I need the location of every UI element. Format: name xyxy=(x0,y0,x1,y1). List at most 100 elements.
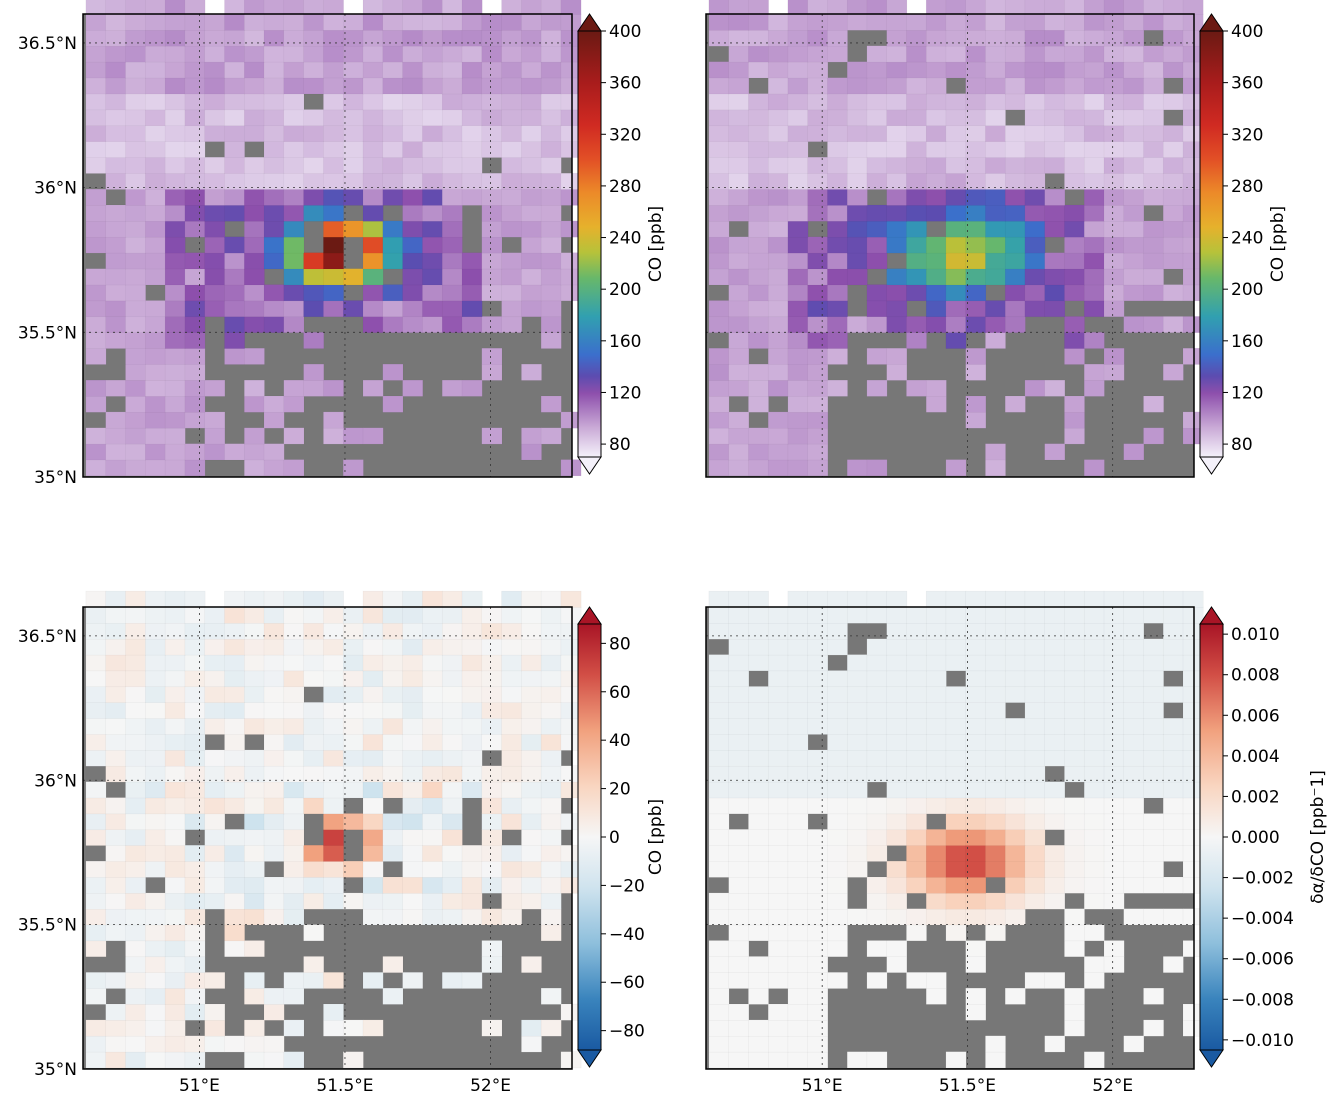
heatmap-cell xyxy=(1083,670,1105,688)
heatmap-cell xyxy=(1162,590,1184,608)
heatmap-cell xyxy=(787,93,809,111)
heatmap-cell xyxy=(1123,93,1145,111)
heatmap-cell xyxy=(846,797,868,815)
heatmap-cell xyxy=(1143,93,1164,111)
heatmap-cell xyxy=(827,156,848,174)
heatmap-cell xyxy=(787,172,809,190)
heatmap-cell xyxy=(145,1051,166,1069)
heatmap-cell xyxy=(441,781,463,799)
heatmap-cell xyxy=(125,109,146,127)
heatmap-cell xyxy=(1064,940,1085,958)
heatmap-cell xyxy=(481,77,503,95)
heatmap-cell xyxy=(1083,363,1105,381)
heatmap-cell xyxy=(501,908,523,926)
heatmap-cell xyxy=(125,590,146,608)
heatmap-cell xyxy=(1064,93,1085,111)
heatmap-cell xyxy=(521,844,542,862)
heatmap-cell xyxy=(303,188,325,206)
heatmap-cell xyxy=(787,654,809,672)
heatmap-cell xyxy=(382,125,404,142)
heatmap-cell xyxy=(827,220,848,238)
heatmap-cell xyxy=(728,924,750,942)
heatmap-cell xyxy=(708,204,730,222)
heatmap-cell xyxy=(204,188,226,206)
heatmap-cell xyxy=(125,829,146,846)
heatmap-cell xyxy=(382,316,404,333)
heatmap-cell xyxy=(748,702,769,719)
heatmap-cell xyxy=(481,956,503,973)
heatmap-cell xyxy=(1004,765,1026,783)
heatmap-cell xyxy=(184,606,206,624)
heatmap-cell xyxy=(145,892,166,910)
heatmap-cell xyxy=(323,829,344,846)
heatmap-cell xyxy=(362,156,384,174)
heatmap-cell xyxy=(1162,204,1184,222)
heatmap-cell xyxy=(965,236,987,254)
heatmap-cell xyxy=(728,443,750,461)
heatmap-cell xyxy=(866,236,888,254)
heatmap-cell xyxy=(985,45,1006,63)
colorbar-label: CO [ppb] xyxy=(646,206,666,282)
heatmap-cell xyxy=(164,829,186,846)
panel-bottom-right: 51°E 51.5°E 52°E0.0100.0080.0060.0040.0020… xyxy=(705,590,1328,1094)
heatmap-cell xyxy=(540,220,562,238)
heatmap-cell xyxy=(303,702,325,719)
heatmap-cell xyxy=(224,686,245,703)
heatmap-cell xyxy=(105,125,127,142)
heatmap-cell xyxy=(1004,77,1026,95)
heatmap-cell xyxy=(540,172,562,190)
heatmap-cell xyxy=(85,316,107,333)
heatmap-cell xyxy=(501,844,523,862)
heatmap-cell xyxy=(1103,956,1125,973)
heatmap-cell xyxy=(422,813,443,831)
heatmap-cell xyxy=(965,590,987,608)
heatmap-cell xyxy=(323,300,344,318)
heatmap-cell xyxy=(342,61,364,79)
heatmap-cell xyxy=(906,252,927,270)
heatmap-cell xyxy=(1162,236,1184,254)
heatmap-cell xyxy=(283,125,305,142)
heatmap-cell xyxy=(204,77,226,95)
heatmap-cell xyxy=(1143,876,1164,894)
heatmap-cell xyxy=(866,733,888,751)
heatmap-cell xyxy=(402,654,424,672)
heatmap-cell xyxy=(422,908,443,926)
heatmap-cell xyxy=(441,316,463,333)
heatmap-cell xyxy=(441,829,463,846)
heatmap-cell xyxy=(787,347,809,365)
heatmap-cell xyxy=(985,0,1006,15)
heatmap-cell xyxy=(1004,908,1026,926)
heatmap-cell xyxy=(1024,109,1046,127)
heatmap-cell xyxy=(1083,109,1105,127)
heatmap-cell xyxy=(708,379,730,397)
heatmap-cell xyxy=(303,172,325,190)
heatmap-cell xyxy=(125,125,146,142)
heatmap-cell xyxy=(728,749,750,767)
heatmap-cell xyxy=(224,29,245,47)
heatmap-cell xyxy=(925,61,947,79)
heatmap-cell xyxy=(125,61,146,79)
heatmap-cell xyxy=(481,606,503,624)
heatmap-cell xyxy=(422,765,443,783)
heatmap-cell xyxy=(283,765,305,783)
heatmap-cell xyxy=(846,316,868,333)
heatmap-cell xyxy=(708,813,730,831)
heatmap-cell xyxy=(105,93,127,111)
heatmap-cell xyxy=(362,1019,384,1037)
heatmap-cell xyxy=(1083,0,1105,15)
heatmap-cell xyxy=(1024,622,1046,640)
heatmap-cell xyxy=(521,29,542,47)
heatmap-cell xyxy=(925,284,947,302)
heatmap-cell xyxy=(85,268,107,286)
heatmap-cell xyxy=(945,268,967,286)
heatmap-cell xyxy=(164,332,186,349)
heatmap-cell xyxy=(224,45,245,63)
heatmap-cell xyxy=(204,781,226,799)
heatmap-cell xyxy=(382,892,404,910)
heatmap-cell xyxy=(105,844,127,862)
heatmap-cell xyxy=(1004,781,1026,799)
heatmap-cell xyxy=(886,829,908,846)
heatmap-cell xyxy=(985,813,1006,831)
heatmap-cell xyxy=(846,590,868,608)
